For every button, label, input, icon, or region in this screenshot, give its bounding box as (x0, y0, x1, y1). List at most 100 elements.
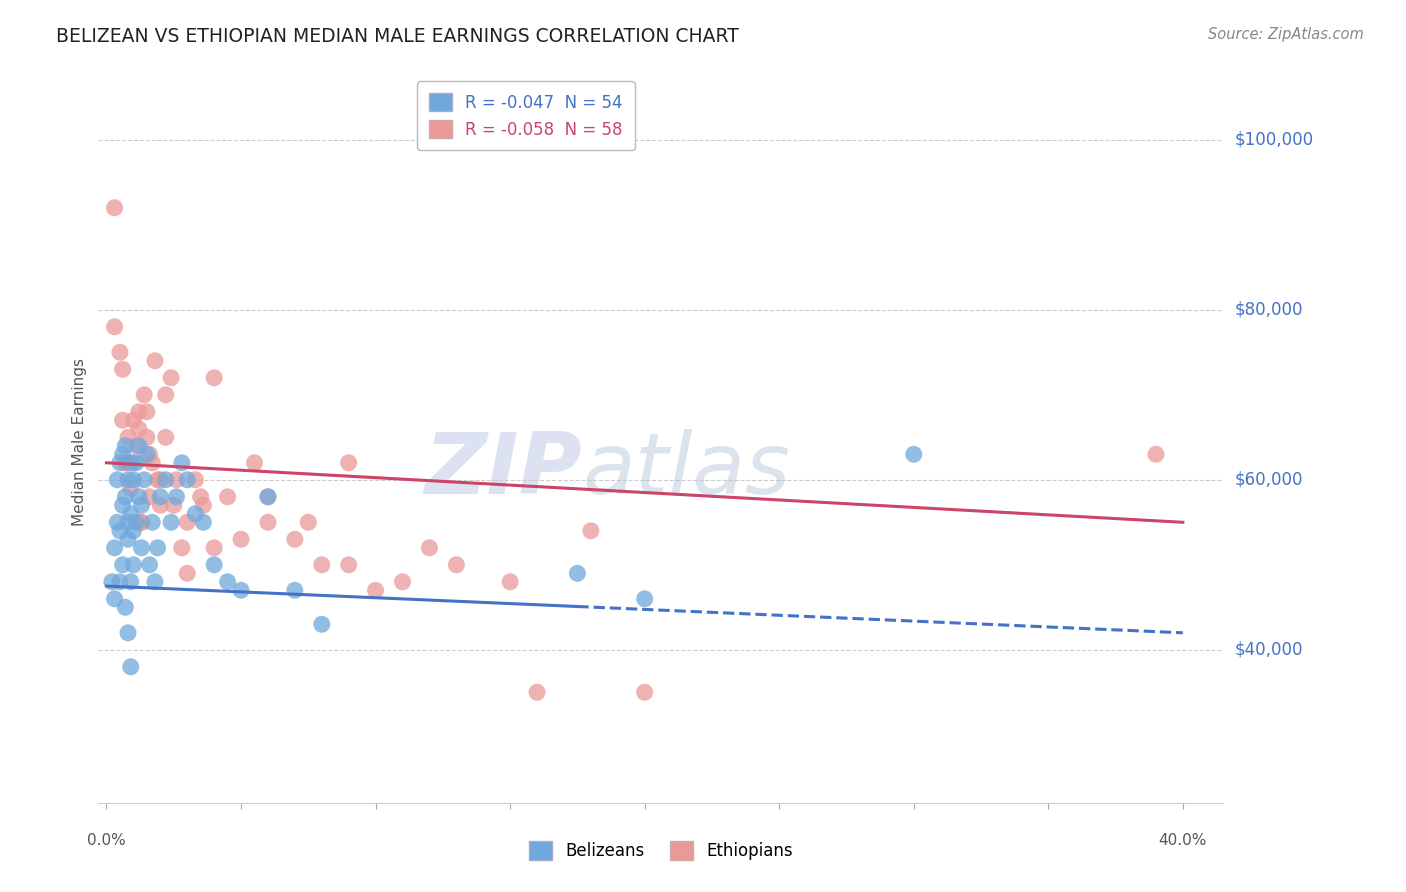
Text: $40,000: $40,000 (1234, 640, 1303, 659)
Point (311, 558, 333, 572)
Point (202, 541, 225, 555)
Legend: Belizeans, Ethiopians: Belizeans, Ethiopians (522, 835, 800, 867)
Point (138, 490, 160, 504)
Point (202, 371, 225, 385)
Text: 40.0%: 40.0% (1159, 833, 1206, 848)
Point (103, 319, 125, 334)
Point (190, 490, 212, 504)
Point (146, 473, 169, 487)
Point (108, 574, 131, 589)
Point (149, 473, 172, 487)
Text: ZIP: ZIP (425, 429, 582, 512)
Y-axis label: Median Male Earnings: Median Male Earnings (72, 358, 87, 525)
Point (170, 541, 193, 555)
Point (111, 413, 134, 427)
Point (128, 405, 150, 419)
Point (257, 490, 280, 504)
Text: $100,000: $100,000 (1234, 131, 1313, 149)
Text: Source: ZipAtlas.com: Source: ZipAtlas.com (1208, 27, 1364, 42)
Point (131, 498, 153, 512)
Point (120, 456, 142, 470)
Point (117, 533, 139, 547)
Point (526, 685, 548, 699)
Point (311, 617, 333, 632)
Point (418, 541, 440, 555)
Point (105, 473, 128, 487)
Point (257, 516, 280, 530)
Point (163, 498, 186, 512)
Point (202, 558, 225, 572)
Point (111, 362, 134, 376)
Point (114, 456, 136, 470)
Point (122, 473, 145, 487)
Point (184, 507, 207, 521)
Point (229, 583, 252, 598)
Point (135, 447, 157, 461)
Point (217, 574, 239, 589)
Point (1144, 447, 1167, 461)
Point (567, 566, 589, 581)
Point (138, 447, 160, 461)
Point (193, 498, 215, 512)
Point (134, 388, 156, 402)
Point (903, 447, 925, 461)
Point (391, 574, 413, 589)
Point (193, 516, 215, 530)
Point (108, 524, 131, 538)
Point (176, 473, 198, 487)
Point (134, 473, 156, 487)
Point (117, 516, 139, 530)
Point (149, 498, 172, 512)
Point (125, 456, 148, 470)
Point (101, 574, 124, 589)
Point (160, 371, 183, 385)
Point (122, 524, 145, 538)
Point (141, 516, 163, 530)
Point (111, 558, 134, 572)
Point (579, 524, 602, 538)
Point (117, 473, 139, 487)
Point (184, 473, 207, 487)
Point (120, 660, 142, 674)
Point (114, 600, 136, 615)
Point (103, 591, 125, 606)
Point (141, 456, 163, 470)
Point (176, 566, 198, 581)
Point (120, 481, 142, 495)
Point (131, 516, 153, 530)
Point (111, 447, 134, 461)
Point (125, 439, 148, 453)
Point (108, 456, 131, 470)
Point (131, 541, 153, 555)
Text: atlas: atlas (582, 429, 790, 512)
Point (128, 422, 150, 436)
Text: $60,000: $60,000 (1234, 471, 1303, 489)
Point (120, 574, 142, 589)
Point (149, 490, 172, 504)
Point (114, 439, 136, 453)
Point (111, 498, 134, 512)
Text: 0.0%: 0.0% (87, 833, 127, 848)
Point (284, 533, 307, 547)
Point (634, 591, 657, 606)
Point (499, 574, 522, 589)
Point (143, 353, 166, 368)
Point (337, 456, 360, 470)
Point (131, 516, 153, 530)
Point (217, 490, 239, 504)
Point (146, 541, 169, 555)
Point (114, 490, 136, 504)
Point (135, 430, 157, 444)
Point (138, 558, 160, 572)
Point (364, 583, 387, 598)
Point (155, 388, 177, 402)
Point (128, 490, 150, 504)
Point (122, 456, 145, 470)
Point (108, 345, 131, 359)
Point (128, 439, 150, 453)
Point (170, 456, 193, 470)
Point (166, 490, 188, 504)
Point (243, 456, 266, 470)
Point (105, 516, 128, 530)
Point (120, 507, 142, 521)
